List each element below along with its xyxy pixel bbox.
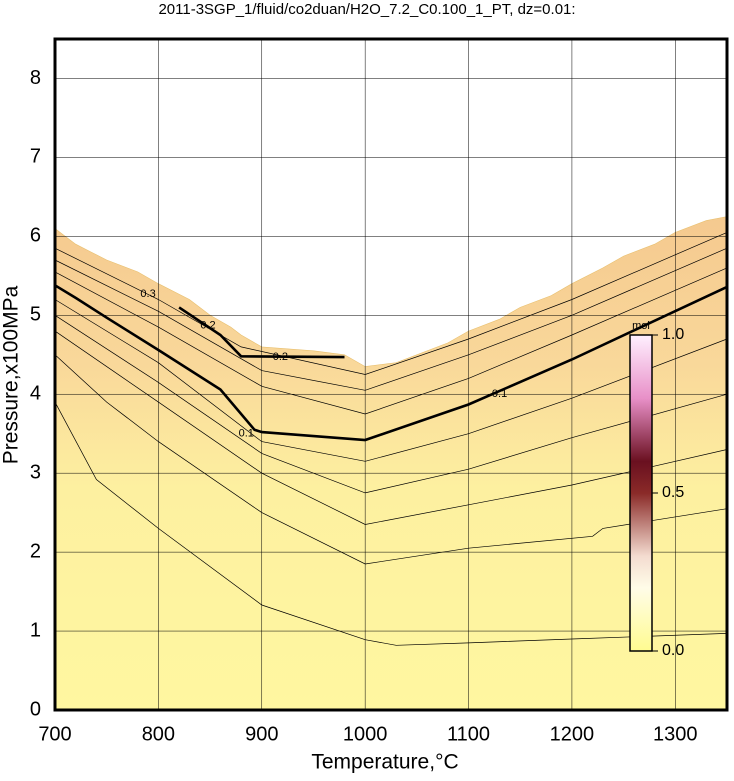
y-tick-label: 0 <box>30 698 41 720</box>
contour-label: 0.1 <box>239 428 254 440</box>
contour-line <box>54 299 728 462</box>
colorbar-tick-label: 1.0 <box>662 326 684 343</box>
plot-frame <box>53 37 729 712</box>
chart-title: 2011-3SGP_1/fluid/co2duan/H2O_7.2_C0.100… <box>158 1 575 18</box>
y-tick-label: 1 <box>30 619 41 641</box>
contour-label: 0.1 <box>492 388 507 400</box>
contour-label: 0.3 <box>140 288 155 300</box>
colorbar-label: mol <box>632 320 650 332</box>
y-tick-label: 8 <box>30 67 41 89</box>
contour-line <box>54 330 728 525</box>
data-domain <box>54 216 728 711</box>
x-tick-label: 1000 <box>343 723 388 745</box>
colorbar-tick-label: 0.5 <box>662 484 684 501</box>
x-tick-label: 700 <box>38 723 71 745</box>
contour-line <box>54 401 728 646</box>
contour-label: 0.2 <box>200 319 215 331</box>
x-tick-label: 800 <box>142 723 175 745</box>
x-axis-label: Temperature,°C <box>311 751 458 774</box>
contour-label: 0.2 <box>273 351 288 363</box>
y-tick-label: 5 <box>30 304 41 326</box>
contour-line <box>54 232 728 375</box>
y-tick-label: 3 <box>30 461 41 483</box>
y-tick-label: 7 <box>30 146 41 168</box>
y-tick-label: 4 <box>30 383 41 405</box>
contour-line <box>54 267 728 415</box>
y-axis-label: Pressure,x100MPa <box>0 285 23 464</box>
y-tick-label: 2 <box>30 540 41 562</box>
x-tick-label: 1200 <box>550 723 595 745</box>
contour-line <box>54 315 728 494</box>
contour-line-major <box>54 284 728 442</box>
x-tick-label: 900 <box>245 723 278 745</box>
contour-line-major <box>178 306 345 359</box>
x-tick-label: 1100 <box>447 723 490 745</box>
colorbar-tick-label: 0.0 <box>662 642 684 659</box>
x-tick-label: 1300 <box>653 723 698 745</box>
colorbar <box>629 334 653 652</box>
contour-line <box>54 354 728 565</box>
y-tick-label: 6 <box>30 225 41 247</box>
contour-line <box>54 247 728 391</box>
